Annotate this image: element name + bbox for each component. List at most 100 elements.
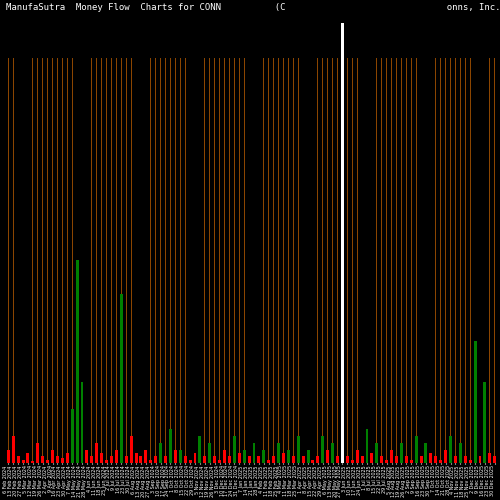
- Bar: [386, 58, 387, 464]
- Bar: [120, 294, 123, 464]
- Bar: [130, 436, 132, 464]
- Bar: [376, 443, 378, 464]
- Bar: [61, 458, 64, 464]
- Bar: [51, 450, 54, 464]
- Bar: [459, 443, 462, 464]
- Bar: [332, 58, 333, 464]
- Bar: [76, 260, 78, 464]
- Bar: [52, 58, 53, 464]
- Bar: [414, 436, 418, 464]
- Bar: [100, 453, 103, 464]
- Bar: [449, 436, 452, 464]
- Bar: [390, 450, 393, 464]
- Bar: [370, 453, 374, 464]
- Bar: [242, 450, 246, 464]
- Bar: [455, 58, 456, 464]
- Bar: [440, 58, 441, 464]
- Bar: [12, 436, 14, 464]
- Bar: [66, 453, 68, 464]
- Bar: [306, 450, 310, 464]
- Bar: [239, 58, 240, 464]
- Bar: [32, 58, 33, 464]
- Bar: [468, 460, 471, 464]
- Bar: [424, 443, 428, 464]
- Bar: [185, 58, 186, 464]
- Bar: [430, 58, 432, 464]
- Bar: [316, 456, 320, 464]
- Bar: [303, 58, 304, 464]
- Bar: [96, 58, 97, 464]
- Bar: [121, 58, 122, 464]
- Bar: [22, 58, 24, 464]
- Bar: [376, 58, 377, 464]
- Bar: [258, 58, 260, 464]
- Text: ManufaSutra  Money Flow  Charts for CONN          (C                            : ManufaSutra Money Flow Charts for CONN (…: [6, 3, 500, 12]
- Bar: [337, 58, 338, 464]
- Bar: [312, 58, 314, 464]
- Bar: [405, 456, 408, 464]
- Bar: [288, 58, 289, 464]
- Bar: [238, 453, 240, 464]
- Bar: [341, 23, 344, 464]
- Bar: [474, 58, 476, 464]
- Bar: [47, 58, 48, 464]
- Bar: [360, 456, 364, 464]
- Bar: [184, 456, 186, 464]
- Bar: [144, 450, 148, 464]
- Bar: [96, 443, 98, 464]
- Bar: [268, 58, 269, 464]
- Bar: [322, 58, 323, 464]
- Bar: [150, 58, 151, 464]
- Bar: [228, 456, 231, 464]
- Bar: [57, 58, 58, 464]
- Bar: [252, 443, 256, 464]
- Bar: [134, 453, 138, 464]
- Bar: [7, 450, 10, 464]
- Bar: [282, 453, 285, 464]
- Bar: [175, 58, 176, 464]
- Bar: [272, 456, 275, 464]
- Bar: [465, 58, 466, 464]
- Bar: [90, 456, 94, 464]
- Bar: [494, 58, 495, 464]
- Bar: [208, 443, 211, 464]
- Bar: [110, 456, 113, 464]
- Bar: [312, 460, 314, 464]
- Bar: [233, 436, 236, 464]
- Bar: [86, 58, 88, 464]
- Bar: [36, 443, 40, 464]
- Bar: [131, 58, 132, 464]
- Bar: [357, 58, 358, 464]
- Bar: [484, 58, 486, 464]
- Bar: [366, 430, 368, 464]
- Bar: [198, 436, 202, 464]
- Bar: [248, 456, 250, 464]
- Bar: [170, 58, 171, 464]
- Bar: [342, 58, 343, 464]
- Bar: [165, 58, 166, 464]
- Bar: [204, 58, 205, 464]
- Bar: [277, 443, 280, 464]
- Bar: [248, 58, 250, 464]
- Bar: [401, 58, 402, 464]
- Bar: [411, 58, 412, 464]
- Bar: [86, 450, 88, 464]
- Bar: [169, 430, 172, 464]
- Bar: [150, 460, 152, 464]
- Bar: [287, 450, 290, 464]
- Bar: [22, 460, 25, 464]
- Bar: [115, 450, 118, 464]
- Bar: [322, 436, 324, 464]
- Bar: [56, 456, 59, 464]
- Bar: [204, 456, 206, 464]
- Bar: [218, 460, 221, 464]
- Bar: [494, 456, 496, 464]
- Bar: [293, 58, 294, 464]
- Bar: [140, 58, 141, 464]
- Bar: [223, 450, 226, 464]
- Bar: [194, 58, 196, 464]
- Bar: [296, 436, 300, 464]
- Bar: [42, 58, 43, 464]
- Bar: [450, 58, 451, 464]
- Bar: [336, 456, 339, 464]
